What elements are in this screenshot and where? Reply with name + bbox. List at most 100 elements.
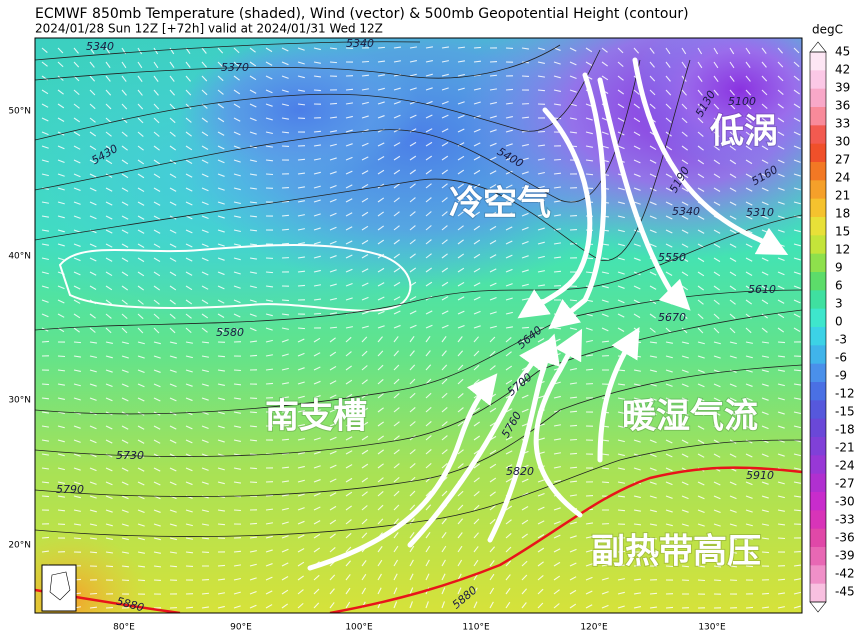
subtitle: 2024/01/28 Sun 12Z [+72h] valid at 2024/… [35, 22, 383, 36]
annotation: 低涡 [710, 112, 778, 152]
contour-label: 5310 [746, 206, 774, 219]
colorbar-cap [810, 602, 826, 612]
wind-arrow [42, 384, 49, 385]
wind-arrow [794, 510, 801, 511]
wind-arrow [618, 370, 625, 371]
colorbar-tick-label: 24 [835, 171, 850, 185]
wind-arrow [266, 383, 273, 384]
wind-arrow [602, 468, 609, 469]
colorbar-swatch [810, 162, 826, 181]
wind-arrow [794, 370, 801, 371]
colorbar-tick-label: -12 [835, 387, 855, 401]
colorbar-cap [810, 42, 826, 52]
wind-arrow [586, 369, 593, 370]
wind-arrow [538, 90, 545, 91]
wind-arrow [330, 62, 337, 63]
wind-arrow [762, 552, 769, 553]
colorbar-tick-label: -30 [835, 495, 855, 509]
wind-arrow [282, 439, 289, 440]
title: ECMWF 850mb Temperature (shaded), Wind (… [35, 6, 689, 22]
colorbar-swatch [810, 290, 826, 309]
wind-arrow [570, 411, 577, 412]
lon-label: 80°E [113, 623, 135, 633]
wind-arrow [586, 174, 593, 175]
contour-label: 5580 [216, 326, 244, 339]
annotation: 冷空气 [449, 184, 551, 224]
colorbar-tick-label: -6 [835, 351, 847, 365]
colorbar-swatch [810, 254, 826, 273]
wind-arrow [282, 132, 289, 133]
colorbar-swatch [810, 419, 826, 438]
colorbar-tick-label: -21 [835, 441, 855, 455]
wind-arrow [298, 285, 305, 286]
colorbar-tick-label: -42 [835, 567, 855, 581]
colorbar-swatch [810, 70, 826, 89]
wind-arrow [570, 425, 577, 426]
wind-arrow [570, 300, 577, 301]
wind-arrow [490, 75, 497, 76]
colorbar-swatch [810, 309, 826, 328]
wind-arrow [202, 593, 209, 594]
wind-arrow [346, 89, 353, 90]
colorbar-swatch [810, 144, 826, 163]
wind-arrow [90, 552, 97, 553]
colorbar-swatch [810, 89, 826, 108]
contour-label: 5790 [56, 483, 84, 496]
colorbar-tick-label: 12 [835, 243, 850, 257]
annotation: 副热带高压 [591, 532, 761, 572]
wind-arrow [170, 566, 177, 567]
wind-arrow [570, 467, 577, 468]
wind-arrow [282, 215, 289, 216]
wind-arrow [234, 370, 241, 371]
colorbar-tick-label: -27 [835, 477, 855, 491]
wind-arrow [218, 524, 225, 525]
wind-arrow [250, 355, 257, 356]
wind-arrow [474, 47, 481, 48]
colorbar-swatch [810, 382, 826, 401]
contour-label: 5370 [221, 61, 249, 74]
contour-label: 5340 [672, 205, 700, 218]
wind-arrow [250, 523, 257, 524]
colorbar-swatch [810, 327, 826, 346]
wind-arrow [250, 426, 257, 427]
contour-label: 5340 [346, 37, 374, 50]
wind-arrow [778, 342, 785, 343]
colorbar-swatch [810, 217, 826, 236]
wind-arrow [250, 454, 257, 455]
wind-arrow [554, 159, 561, 160]
wind-arrow [282, 300, 289, 301]
wind-arrow [362, 61, 369, 62]
colorbar-swatch [810, 199, 826, 218]
wind-arrow [714, 580, 721, 581]
wind-arrow [522, 117, 529, 118]
lon-label: 130°E [698, 623, 726, 633]
colorbar-tick-label: 45 [835, 45, 850, 59]
wind-arrow [74, 538, 81, 539]
colorbar-swatch [810, 125, 826, 144]
colorbar-swatch [810, 345, 826, 364]
colorbar-swatch [810, 400, 826, 419]
colorbar-tick-label: -33 [835, 513, 855, 527]
wind-arrow [42, 537, 49, 538]
colorbar-tick-label: 30 [835, 135, 850, 149]
colorbar-tick-label: -45 [835, 585, 855, 599]
annotation: 南支槽 [265, 397, 367, 437]
lat-label: 50°N [8, 107, 31, 117]
wind-arrow [106, 566, 113, 567]
wind-arrow [778, 579, 785, 580]
colorbar-swatch [810, 52, 826, 71]
contour-label: 5550 [658, 251, 686, 264]
colorbar-swatch [810, 235, 826, 254]
colorbar-swatch [810, 455, 826, 474]
colorbar-swatch [810, 510, 826, 529]
wind-arrow [698, 580, 705, 581]
contour-label: 5100 [728, 95, 756, 108]
wind-arrow [42, 496, 49, 497]
colorbar: 4542393633302724211815129630-3-6-9-12-15… [810, 42, 855, 612]
colorbar-swatch [810, 364, 826, 383]
wind-arrow [90, 593, 97, 594]
colorbar-tick-label: -15 [835, 405, 855, 419]
wind-arrow [650, 593, 657, 594]
wind-arrow [314, 131, 321, 132]
